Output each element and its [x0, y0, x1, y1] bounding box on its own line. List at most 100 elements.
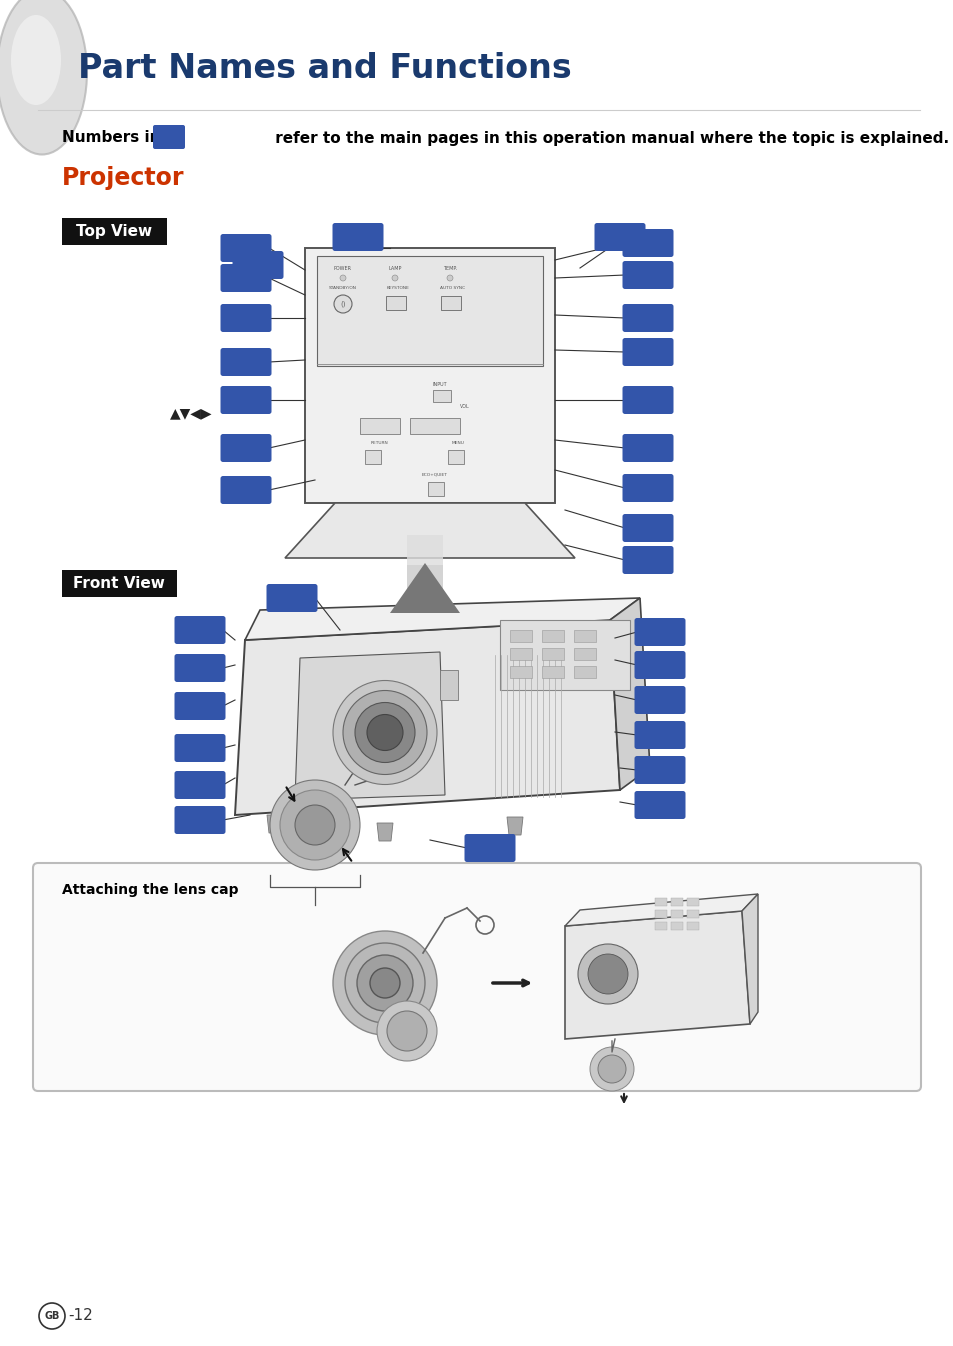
Polygon shape	[267, 814, 283, 833]
FancyBboxPatch shape	[634, 651, 685, 678]
FancyBboxPatch shape	[220, 433, 272, 462]
FancyBboxPatch shape	[622, 474, 673, 502]
Bar	[305, 248, 555, 503]
Circle shape	[367, 715, 402, 751]
FancyBboxPatch shape	[333, 223, 383, 250]
Bar	[359, 419, 399, 433]
FancyBboxPatch shape	[152, 125, 185, 149]
FancyBboxPatch shape	[174, 616, 225, 643]
Circle shape	[589, 1047, 634, 1092]
Bar	[670, 910, 682, 918]
Bar	[655, 922, 666, 930]
Polygon shape	[376, 822, 393, 841]
Polygon shape	[285, 503, 575, 559]
FancyBboxPatch shape	[220, 264, 272, 292]
Polygon shape	[234, 621, 619, 814]
Circle shape	[356, 956, 413, 1011]
Bar	[541, 647, 563, 660]
FancyBboxPatch shape	[634, 618, 685, 646]
Bar	[574, 666, 596, 678]
Text: -12: -12	[68, 1308, 92, 1323]
Bar	[62, 218, 167, 245]
Polygon shape	[407, 565, 442, 608]
FancyBboxPatch shape	[220, 234, 272, 262]
Text: RETURN: RETURN	[371, 441, 389, 446]
Bar	[439, 670, 457, 700]
Text: Numbers in: Numbers in	[62, 131, 160, 145]
FancyBboxPatch shape	[174, 692, 225, 720]
Bar	[499, 621, 629, 690]
Bar	[670, 898, 682, 906]
Polygon shape	[564, 894, 758, 926]
Bar	[686, 898, 699, 906]
Circle shape	[334, 295, 352, 314]
Text: INPUT: INPUT	[433, 382, 447, 388]
FancyBboxPatch shape	[220, 386, 272, 415]
Bar	[440, 296, 460, 310]
Bar	[686, 910, 699, 918]
Text: ▲▼◀▶: ▲▼◀▶	[170, 406, 213, 420]
Bar	[574, 630, 596, 642]
Circle shape	[447, 275, 453, 281]
FancyBboxPatch shape	[634, 791, 685, 818]
FancyBboxPatch shape	[220, 476, 272, 503]
Text: Top View: Top View	[76, 223, 152, 240]
Bar	[541, 630, 563, 642]
Text: LAMP: LAMP	[388, 267, 401, 271]
Circle shape	[392, 275, 397, 281]
Polygon shape	[390, 563, 459, 612]
Polygon shape	[294, 651, 444, 800]
Circle shape	[355, 703, 415, 762]
FancyBboxPatch shape	[634, 721, 685, 748]
Bar	[510, 630, 532, 642]
Circle shape	[587, 954, 627, 993]
Circle shape	[339, 275, 346, 281]
FancyBboxPatch shape	[622, 514, 673, 542]
Bar	[316, 256, 542, 366]
Bar	[655, 910, 666, 918]
Bar	[510, 666, 532, 678]
Circle shape	[370, 968, 399, 997]
Bar	[574, 647, 596, 660]
Bar	[686, 922, 699, 930]
Bar	[433, 390, 451, 402]
Circle shape	[294, 805, 335, 845]
FancyBboxPatch shape	[220, 349, 272, 376]
FancyBboxPatch shape	[622, 386, 673, 415]
Ellipse shape	[11, 15, 61, 105]
Text: Attaching the lens cap: Attaching the lens cap	[62, 883, 238, 896]
Polygon shape	[564, 911, 749, 1039]
Text: Front View: Front View	[73, 576, 165, 591]
FancyBboxPatch shape	[634, 756, 685, 783]
Text: KEYSTONE: KEYSTONE	[386, 285, 409, 289]
Bar	[670, 922, 682, 930]
Polygon shape	[741, 894, 758, 1024]
Text: VOL: VOL	[459, 404, 470, 409]
Circle shape	[387, 1011, 427, 1051]
FancyBboxPatch shape	[233, 250, 283, 279]
Circle shape	[343, 690, 427, 774]
Text: POWER: POWER	[334, 267, 352, 271]
Circle shape	[333, 681, 436, 785]
FancyBboxPatch shape	[174, 654, 225, 682]
Bar	[386, 296, 406, 310]
FancyBboxPatch shape	[33, 863, 920, 1092]
FancyBboxPatch shape	[220, 304, 272, 332]
Circle shape	[270, 779, 359, 870]
FancyBboxPatch shape	[622, 304, 673, 332]
Polygon shape	[407, 534, 442, 565]
Circle shape	[578, 944, 638, 1004]
Bar	[410, 419, 459, 433]
Text: refer to the main pages in this operation manual where the topic is explained.: refer to the main pages in this operatio…	[270, 131, 948, 145]
Bar	[428, 482, 443, 495]
Circle shape	[333, 931, 436, 1035]
Bar	[365, 450, 380, 464]
Bar	[541, 666, 563, 678]
FancyBboxPatch shape	[594, 223, 645, 250]
FancyBboxPatch shape	[174, 806, 225, 835]
Text: TEMP.: TEMP.	[442, 267, 456, 271]
Polygon shape	[245, 598, 639, 639]
Text: (): ()	[340, 300, 345, 307]
FancyBboxPatch shape	[622, 229, 673, 257]
FancyBboxPatch shape	[634, 686, 685, 713]
